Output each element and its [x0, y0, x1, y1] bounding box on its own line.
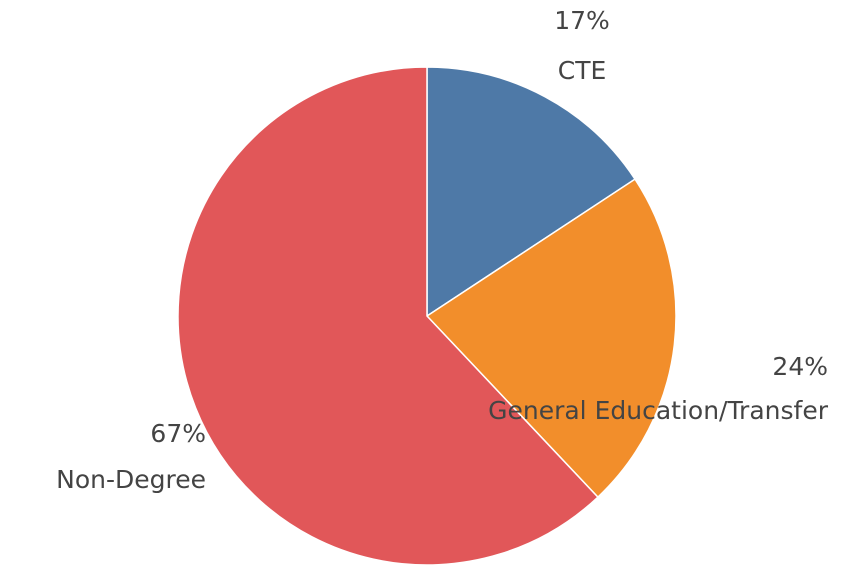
category-label: CTE: [558, 56, 607, 85]
value-label: 67%: [150, 419, 206, 448]
category-label: Non-Degree: [56, 465, 206, 494]
category-label: General Education/Transfer: [488, 396, 829, 425]
pie-slice: [177, 66, 599, 566]
pie-slice: [426, 66, 637, 318]
pie-slice: [425, 178, 677, 499]
value-label: 24%: [772, 352, 828, 381]
value-label: 17%: [554, 6, 610, 35]
